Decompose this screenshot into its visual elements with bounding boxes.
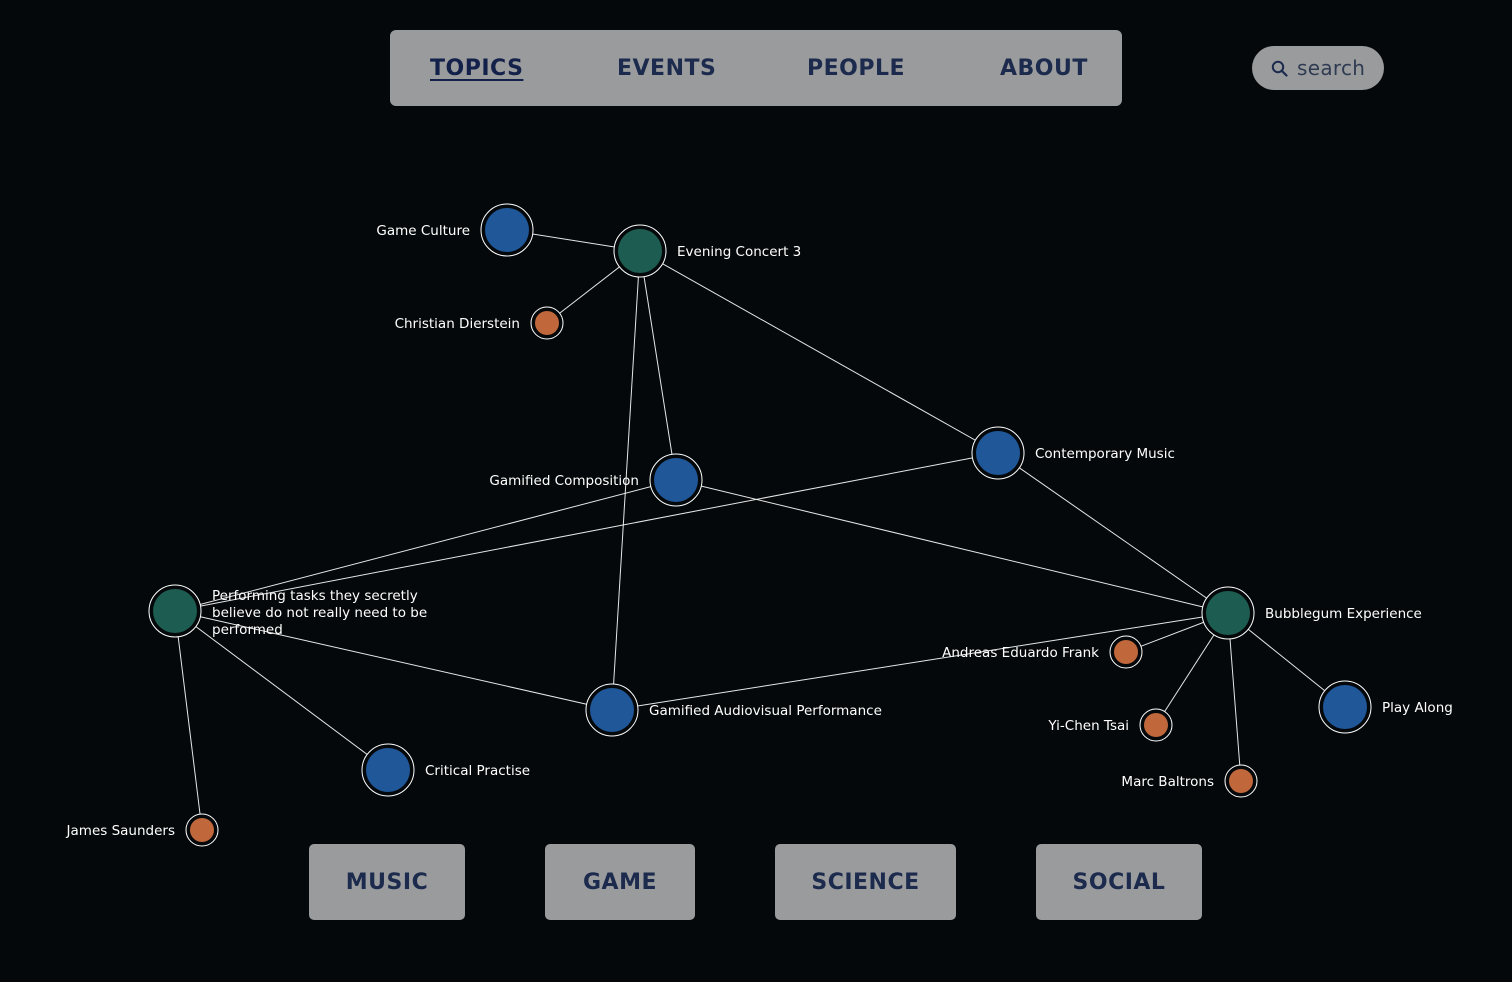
node-dot-event	[618, 229, 662, 273]
node-dot-topic	[1323, 685, 1367, 729]
graph-node-performing-tasks[interactable]: Performing tasks they secretly believe do…	[148, 584, 427, 638]
graph-node-christian-dierstein[interactable]: Christian Dierstein	[395, 306, 564, 340]
graph-edge	[174, 479, 677, 612]
graph-node-marc-baltrons[interactable]: Marc Baltrons	[1121, 764, 1258, 798]
node-label: Marc Baltrons	[1121, 774, 1214, 790]
node-dot-topic	[654, 458, 698, 502]
node-label: James Saunders	[66, 823, 175, 839]
graph-node-contemporary-music[interactable]: Contemporary Music	[971, 426, 1175, 480]
nav-people[interactable]: PEOPLE	[807, 56, 906, 81]
node-dot-person	[1229, 769, 1253, 793]
top-nav: TOPICS EVENTS PEOPLE ABOUT	[390, 30, 1122, 106]
node-label: Performing tasks they secretly believe do…	[212, 588, 427, 638]
search-box[interactable]: search	[1252, 46, 1384, 90]
graph-edge	[1227, 612, 1242, 782]
graph-node-bubblegum-experience[interactable]: Bubblegum Experience	[1201, 586, 1422, 640]
graph-node-gamified-composition[interactable]: Gamified Composition	[489, 453, 703, 507]
node-label: Andreas Eduardo Frank	[942, 645, 1099, 661]
node-label: Play Along	[1382, 700, 1453, 716]
node-label: Critical Practise	[425, 763, 530, 779]
graph-edge	[174, 610, 389, 771]
search-icon	[1271, 60, 1288, 77]
node-dot-person	[535, 311, 559, 335]
search-placeholder: search	[1297, 56, 1366, 80]
node-dot-event	[153, 589, 197, 633]
node-dot-topic	[976, 431, 1020, 475]
graph-edge	[997, 452, 1229, 614]
graph-node-gamified-audiovisual-performance[interactable]: Gamified Audiovisual Performance	[585, 683, 882, 737]
graph-node-andreas-eduardo-frank[interactable]: Andreas Eduardo Frank	[942, 635, 1143, 669]
node-dot-person	[190, 818, 214, 842]
graph-node-game-culture[interactable]: Game Culture	[376, 203, 534, 257]
graph-edge	[174, 610, 203, 831]
graph-node-james-saunders[interactable]: James Saunders	[66, 813, 219, 847]
node-label: Gamified Audiovisual Performance	[649, 703, 882, 719]
node-dot-person	[1144, 713, 1168, 737]
graph-nodes: Evening Concert 3 Game Culture Christian D…	[66, 203, 1453, 847]
node-dot-event	[1206, 591, 1250, 635]
graph-edge	[611, 250, 641, 711]
node-dot-topic	[485, 208, 529, 252]
category-game-button[interactable]: GAME	[545, 844, 695, 920]
graph-node-critical-practise[interactable]: Critical Practise	[361, 743, 530, 797]
graph-edge	[174, 610, 613, 711]
category-science-button[interactable]: SCIENCE	[775, 844, 956, 920]
graph-node-play-along[interactable]: Play Along	[1318, 680, 1453, 734]
node-label: Yi-Chen Tsai	[1047, 718, 1129, 734]
node-label: Contemporary Music	[1035, 446, 1175, 462]
node-label: Christian Dierstein	[395, 316, 520, 332]
graph-edge	[639, 250, 677, 481]
node-label: Gamified Composition	[489, 473, 639, 489]
nav-about[interactable]: ABOUT	[1000, 56, 1088, 81]
category-music-button[interactable]: MUSIC	[309, 844, 465, 920]
node-label: Game Culture	[376, 223, 470, 239]
graph-node-yi-chen-tsai[interactable]: Yi-Chen Tsai	[1047, 708, 1173, 742]
node-label: Evening Concert 3	[677, 244, 801, 260]
node-label: Bubblegum Experience	[1265, 606, 1422, 622]
node-dot-person	[1114, 640, 1138, 664]
nav-topics[interactable]: TOPICS	[430, 56, 524, 81]
category-social-button[interactable]: SOCIAL	[1036, 844, 1202, 920]
graph-edges	[174, 229, 1346, 831]
node-dot-topic	[590, 688, 634, 732]
graph-edge	[611, 612, 1229, 711]
graph-node-evening-concert-3[interactable]: Evening Concert 3	[613, 224, 801, 278]
node-dot-topic	[366, 748, 410, 792]
graph-edge	[174, 452, 999, 612]
graph-edge	[675, 479, 1229, 614]
graph-edge	[639, 250, 999, 454]
nav-events[interactable]: EVENTS	[617, 56, 717, 81]
